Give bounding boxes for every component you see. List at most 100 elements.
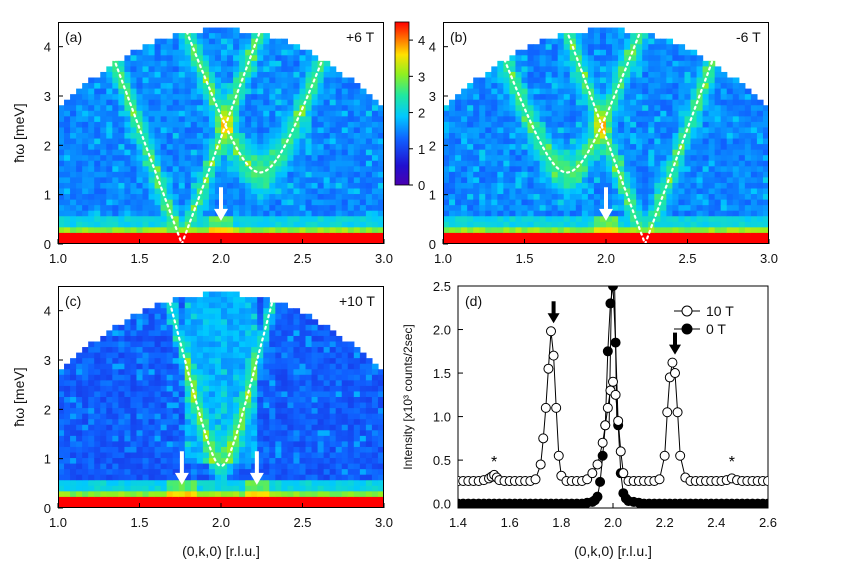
heatmap-cell [124,430,132,437]
heatmap-cell [275,363,282,370]
heatmap-cell [142,182,150,190]
heatmap-cell [575,166,583,173]
heatmap-cell [94,121,101,129]
heatmap-cell [281,38,289,45]
heatmap-cell [190,469,198,476]
heatmap-cell [130,324,138,331]
heatmap-cell [491,121,498,129]
heatmap-cell [515,60,523,67]
heatmap-cell [612,33,619,40]
heatmap-cell [666,38,674,45]
heatmap-cell [233,347,240,354]
heatmap-cell [221,324,228,331]
heatmap-cell [606,216,613,223]
heatmap-cell [100,408,107,415]
heatmap-cell [497,227,504,234]
heatmap-cell [263,133,270,140]
heatmap-cell [696,171,704,178]
heatmap-cell [142,44,150,51]
heatmap-cell [257,110,264,117]
heatmap-cell [630,194,637,201]
heatmap-cell [160,88,168,95]
heatmap-cell [509,238,517,244]
heatmap-cell [251,238,258,244]
heatmap-cell [449,138,456,145]
heatmap-cell [533,194,541,201]
heatmap-cell [227,424,234,431]
heatmap-cell [485,71,492,79]
heatmap-cell [275,88,282,95]
heatmap-cell [443,127,450,134]
heatmap-cell [184,402,192,409]
heatmap-cell [497,221,504,228]
heatmap-cell [630,88,637,95]
heatmap-cell [106,413,113,420]
heatmap-cell [275,385,282,393]
heatmap-cell [257,408,264,415]
heatmap-cell [618,171,625,178]
heatmap-cell [82,99,89,106]
heatmap-cell [160,313,168,320]
heatmap-cell [660,199,667,206]
heatmap-cell [221,358,228,365]
heatmap-cell [660,205,667,212]
heatmap-cell [154,374,162,381]
heatmap-cell [76,452,83,459]
heatmap-cell [202,105,210,112]
heatmap-cell [660,194,667,201]
heatmap-cell [684,99,692,106]
heatmap-cell [190,121,198,129]
heatmap-cell [606,138,613,145]
heatmap-cell [245,330,252,337]
heatmap-cell [118,341,126,348]
heatmap-cell [726,83,734,90]
heatmap-cell [148,127,156,134]
heatmap-cell [618,99,625,106]
heatmap-cell [172,352,180,359]
heatmap-cell [545,216,553,223]
heatmap-cell [148,199,156,206]
heatmap-cell [678,166,686,173]
heatmap-cell [642,44,649,51]
heatmap-cell [130,491,138,498]
heatmap-cell [630,177,637,184]
heatmap-cell [305,221,313,228]
heatmap-cell [196,352,204,359]
heatmap-cell [208,116,216,123]
heatmap-cell [130,313,138,320]
heatmap-cell [202,199,210,206]
heatmap-cell [202,60,210,67]
heatmap-cell [581,160,589,167]
heatmap-cell [94,485,101,492]
heatmap-cell [702,144,710,151]
heatmap-cell [281,105,289,112]
heatmap-cell [599,27,607,34]
heatmap-cell [214,324,222,331]
heatmap-cell [178,110,186,117]
heatmap-cells [443,27,769,244]
heatmap-cell [142,88,150,95]
heatmap-cell [527,149,535,156]
heatmap-cell [142,55,150,62]
heatmap-cell [106,127,113,134]
heatmap-cell [593,88,601,95]
heatmap-cell [263,308,270,315]
heatmap-cell [443,210,450,217]
heatmap-cell [245,188,252,195]
heatmap-cell [76,424,83,431]
heatmap-cell [184,177,192,184]
heatmap-cell [269,188,276,195]
heatmap-cell [227,99,234,106]
heatmap-cell [702,210,710,217]
heatmap-cell [521,127,529,134]
heatmap-cell [353,232,361,240]
heatmap-cell [708,210,716,217]
heatmap-cell [233,374,240,381]
heatmap-cell [305,166,313,173]
heatmap-cell [227,27,234,34]
heatmap-cell [569,127,577,134]
heatmap-cell [166,182,174,190]
heatmap-cell [612,160,619,167]
heatmap-cell [227,105,234,112]
heatmap-cell [172,210,180,217]
